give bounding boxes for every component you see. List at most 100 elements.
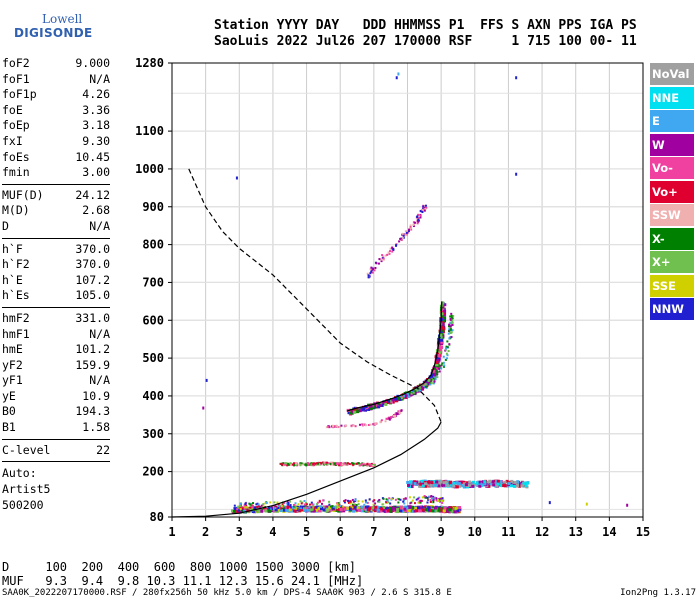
echo-es-low <box>256 506 260 510</box>
echo-f2-second <box>350 424 353 427</box>
echo-es-mid <box>441 497 444 500</box>
echo-f2-second <box>325 426 328 429</box>
echo-es-mid <box>427 498 430 501</box>
echo-f2-second <box>399 409 402 412</box>
echo-f2-x <box>410 394 413 397</box>
echo-es-high <box>437 484 441 488</box>
echo-f2-second <box>340 424 343 427</box>
echo-es-mid <box>243 506 246 509</box>
echo-es-mid <box>419 499 422 502</box>
echo-es-mid <box>262 505 265 508</box>
echo-es-mid <box>250 507 253 510</box>
echo-multi-hop <box>419 210 422 213</box>
echo-es-low <box>449 506 453 510</box>
echo-multi-hop <box>382 258 385 261</box>
echo-f2-x <box>410 392 413 395</box>
echo-es-high <box>492 483 496 487</box>
echo-es-low <box>411 509 415 513</box>
isolated-echo <box>515 172 518 176</box>
echo-multi-hop <box>416 216 419 219</box>
echo-es-low <box>353 507 357 511</box>
echo-es-low <box>437 508 441 512</box>
param-row: h`F 370.0 <box>2 242 110 258</box>
echo-multi-hop <box>407 230 410 233</box>
echo-es-low <box>324 509 328 513</box>
param-row: foEs 10.45 <box>2 150 110 166</box>
echo-f2-second <box>336 425 339 428</box>
param-row: yE 10.9 <box>2 389 110 405</box>
echo-f-region-low <box>307 463 310 466</box>
echo-es-high <box>488 479 492 483</box>
echo-f2-x <box>423 385 426 388</box>
echo-es-mid <box>244 502 247 505</box>
param-text: Auto: <box>2 466 37 481</box>
echo-f-region-low <box>364 463 367 466</box>
echo-es-high <box>415 480 419 484</box>
echo-f-region-low <box>370 462 373 465</box>
echo-es-mid <box>312 505 315 508</box>
echo-es-high <box>424 484 428 488</box>
echo-f2-o <box>439 348 443 352</box>
echo-f2-o <box>382 401 386 405</box>
echo-multi-hop <box>377 262 380 265</box>
echo-es-low <box>337 509 341 513</box>
echo-es-low <box>406 506 410 510</box>
echo-f2-second <box>397 410 400 413</box>
legend-item-sse: SSE <box>650 274 694 297</box>
echo-es-mid <box>402 498 405 501</box>
echo-es-mid <box>428 495 431 498</box>
echo-f2-second <box>384 420 387 423</box>
echo-multi-hop <box>372 268 375 271</box>
isolated-echo <box>515 76 518 80</box>
echo-es-high <box>489 482 493 486</box>
echo-multi-hop <box>409 224 412 227</box>
echo-es-mid <box>378 500 381 503</box>
param-name: C-level <box>2 442 51 457</box>
param-row: yF1 N/A <box>2 373 110 389</box>
echo-f2-second <box>400 409 403 412</box>
param-name: M(D) <box>2 203 30 218</box>
echo-f2-x <box>448 330 451 333</box>
echo-es-low <box>301 505 305 509</box>
echo-f-region-low <box>283 464 286 467</box>
echo-es-mid <box>402 499 405 502</box>
param-row: hmE 101.2 <box>2 342 110 358</box>
echo-f2-o <box>351 410 355 414</box>
legend-item-vo: Vo+ <box>650 180 694 203</box>
echo-es-mid <box>439 500 442 503</box>
echo-es-mid <box>388 497 391 500</box>
echo-es-high <box>411 480 415 484</box>
echo-f-region-low <box>353 462 356 465</box>
echo-es-mid <box>364 499 367 502</box>
echo-es-low <box>399 506 403 510</box>
echo-es-mid <box>417 501 420 504</box>
echo-es-high <box>460 480 464 484</box>
echo-es-high <box>427 484 431 488</box>
echo-es-mid <box>251 506 254 509</box>
echo-es-mid <box>239 506 242 509</box>
echo-f2-x <box>444 348 447 351</box>
echo-multi-hop <box>423 205 426 208</box>
param-name: yE <box>2 388 16 403</box>
echo-es-mid <box>373 499 376 502</box>
echo-f2-o <box>439 345 443 349</box>
echo-f-region-low <box>322 461 325 464</box>
echo-f2-x <box>448 343 451 346</box>
echo-es-mid <box>309 503 312 506</box>
echo-f2-second <box>394 414 397 417</box>
echo-f2-x <box>449 315 452 318</box>
echo-f2-x <box>419 386 422 389</box>
echo-es-low <box>414 509 418 513</box>
echo-f-region-low <box>331 462 334 465</box>
legend-item-noval: NoVal <box>650 63 694 85</box>
echo-es-low <box>407 508 411 512</box>
echo-es-high <box>457 482 461 486</box>
x-tick-label: 6 <box>337 525 344 539</box>
echo-es-high <box>421 482 425 486</box>
muf-values-row: MUF 9.3 9.4 9.8 10.3 11.1 12.3 15.6 24.1… <box>2 574 364 588</box>
profile-solid-line <box>171 421 442 518</box>
echo-f-region-low <box>313 462 316 465</box>
legend-item-vo: Vo- <box>650 157 694 179</box>
echo-f2-x <box>420 385 423 388</box>
param-row: M(D) 2.68 <box>2 203 110 219</box>
